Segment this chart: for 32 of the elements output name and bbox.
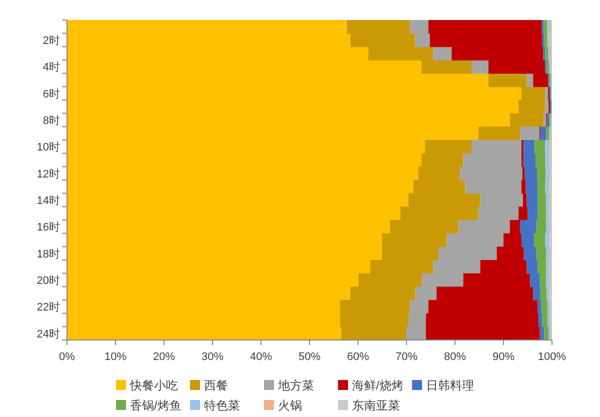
y-tick-label: 22时: [36, 300, 60, 314]
legend-label: 东南亚菜: [352, 398, 400, 412]
x-tick-label: 90%: [492, 351, 515, 363]
x-tick-label: 0%: [59, 351, 76, 363]
y-tick-label: 18时: [36, 247, 60, 260]
x-tick-label: 10%: [104, 351, 127, 363]
y-tick-label: 8时: [42, 114, 60, 127]
y-tick-label: 20时: [36, 274, 60, 287]
legend-label: 地方菜: [277, 378, 314, 392]
y-tick-label: 24时: [36, 327, 60, 340]
y-tick-label: 4时: [42, 60, 60, 74]
legend-label: 日韩料理: [426, 378, 474, 392]
x-tick-label: 70%: [395, 351, 418, 363]
x-tick-label: 50%: [298, 351, 321, 363]
y-tick-label: 16时: [36, 220, 60, 234]
legend-label: 火锅: [278, 398, 302, 412]
legend-label: 西餐: [204, 378, 228, 392]
x-tick-label: 100%: [538, 351, 566, 363]
x-tick-label: 40%: [250, 351, 272, 363]
y-tick-label: 6时: [42, 87, 60, 100]
x-tick-label: 30%: [201, 351, 224, 363]
legend-label: 海鲜/烧烤: [352, 378, 404, 392]
legend-label: 快餐小吃: [129, 378, 178, 392]
y-tick-label: 10时: [36, 140, 60, 154]
x-tick-label: 60%: [346, 351, 370, 363]
legend-label: 香锅/烤鱼: [130, 398, 182, 412]
y-tick-label: 2时: [42, 34, 60, 47]
y-tick-label: 12时: [36, 167, 60, 180]
y-tick-label: 14时: [36, 194, 60, 207]
x-tick-label: 80%: [444, 351, 466, 363]
x-tick-label: 20%: [152, 351, 176, 363]
legend-label: 特色菜: [204, 398, 240, 412]
